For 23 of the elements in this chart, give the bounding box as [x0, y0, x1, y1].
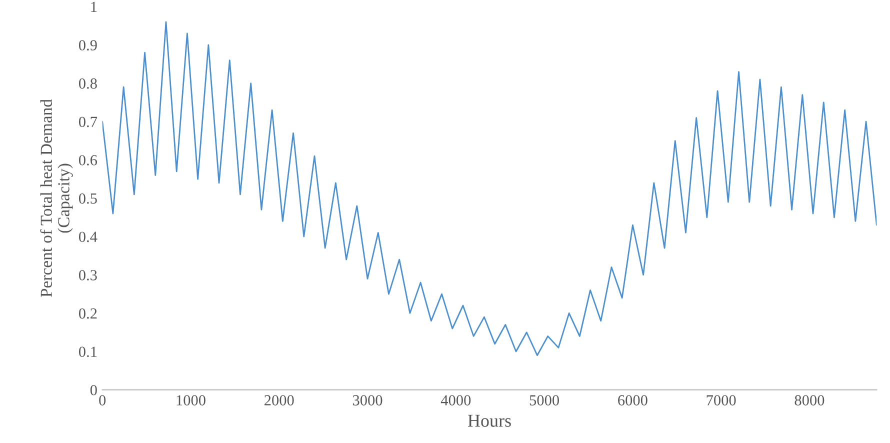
x-axis-title: Hours: [468, 414, 511, 427]
x-tick-label: 8000: [794, 395, 824, 406]
x-tick-label: 1000: [176, 395, 206, 406]
y-tick-label: 0.5: [78, 193, 97, 204]
x-tick-label: 5000: [530, 395, 559, 406]
y-tick-label: 0.1: [78, 346, 97, 358]
x-tick-label: 3000: [352, 395, 382, 406]
x-tick-label: 7000: [706, 395, 736, 406]
y-tick-label: 0.6: [78, 155, 98, 166]
x-tick-label: 4000: [440, 395, 471, 406]
y-axis-title: Percent of Total heat Demand (Capacity): [40, 99, 73, 297]
y-tick-label: 0.7: [78, 116, 98, 128]
x-tick-label: 6000: [618, 395, 648, 406]
y-tick-label: 0.4: [78, 232, 98, 242]
y-tick-label: 0.2: [78, 308, 97, 319]
y-tick-label: 0: [90, 384, 97, 396]
y-tick-label: 1: [91, 2, 97, 12]
line-series: [102, 21, 877, 356]
y-tick-label: 0.3: [78, 270, 97, 280]
x-tick-label: 2000: [264, 395, 294, 406]
y-tick-label: 0.8: [78, 78, 97, 89]
x-tick-label: 0: [99, 395, 106, 406]
y-tick-label: 0.9: [78, 40, 97, 50]
